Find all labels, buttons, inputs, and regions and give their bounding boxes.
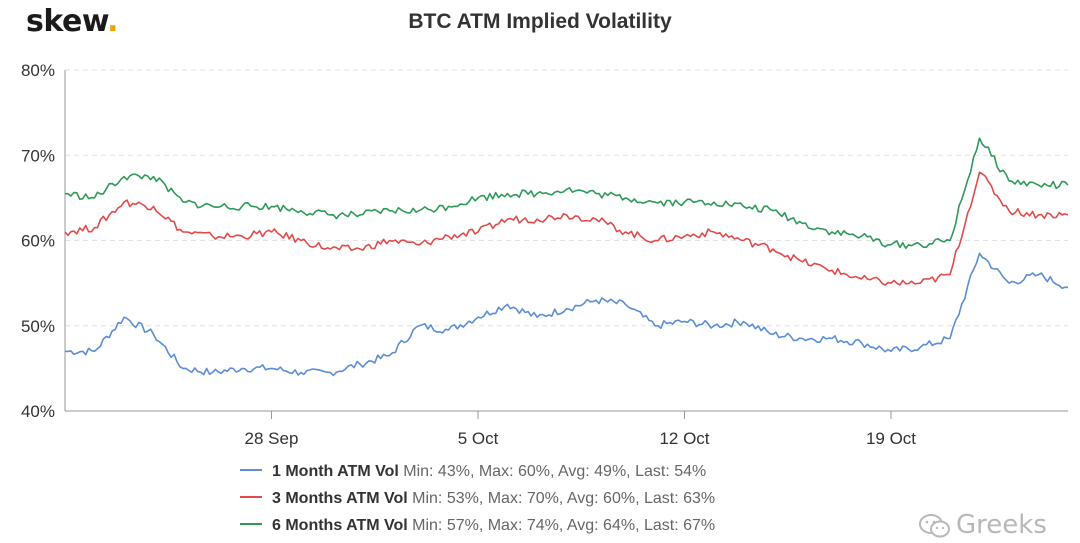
chart-title: BTC ATM Implied Volatility [408,10,672,33]
legend-swatch-6m [240,522,262,525]
legend-swatch-3m [240,495,262,498]
skew-logo: skew. [26,4,119,39]
series-line-6m [64,137,1069,249]
y-tick-label: 80% [21,61,55,80]
x-tick-label: 12 Oct [659,429,709,448]
legend-name-1m: 1 Month ATM Vol [272,463,399,480]
y-tick-label: 60% [21,232,55,251]
wechat-icon [919,513,950,537]
logo-dot: . [107,4,119,39]
y-tick-label: 50% [21,317,55,336]
axes: 40% 50% 60% 70% 80% 28 Sep 5 Oct 12 Oct 19 Oct [21,61,1068,448]
legend-stats-3m: Min: 53%, Max: 70%, Avg: 60%, Last: 63% [412,490,716,507]
legend-stats-1m: Min: 43%, Max: 60%, Avg: 49%, Last: 54% [403,463,707,480]
watermark: Greeks [918,510,1047,540]
legend-name-6m: 6 Months ATM Vol [272,517,408,534]
x-tick-label: 28 Sep [245,429,299,448]
grid-lines [65,69,1068,327]
y-tick-label: 40% [21,402,55,421]
legend-item-1m[interactable]: 1 Month ATM Vol Min: 43%, Max: 60%, Avg:… [240,458,715,485]
logo-text: skew [26,4,108,39]
legend-stats-6m: Min: 57%, Max: 74%, Avg: 64%, Last: 67% [412,517,716,534]
legend-item-3m[interactable]: 3 Months ATM Vol Min: 53%, Max: 70%, Avg… [240,485,715,512]
x-tick-label: 5 Oct [458,429,499,448]
y-tick-label: 70% [21,146,55,165]
legend-name-3m: 3 Months ATM Vol [272,490,408,507]
series-line-3m [64,171,1069,286]
legend-item-6m[interactable]: 6 Months ATM Vol Min: 57%, Max: 74%, Avg… [240,512,715,539]
legend-swatch-1m [240,468,262,471]
x-tick-label: 19 Oct [866,429,916,448]
legend: 1 Month ATM Vol Min: 43%, Max: 60%, Avg:… [240,458,715,539]
series-lines [64,137,1069,377]
watermark-text: Greeks [956,510,1047,540]
series-line-1m [64,252,1069,377]
